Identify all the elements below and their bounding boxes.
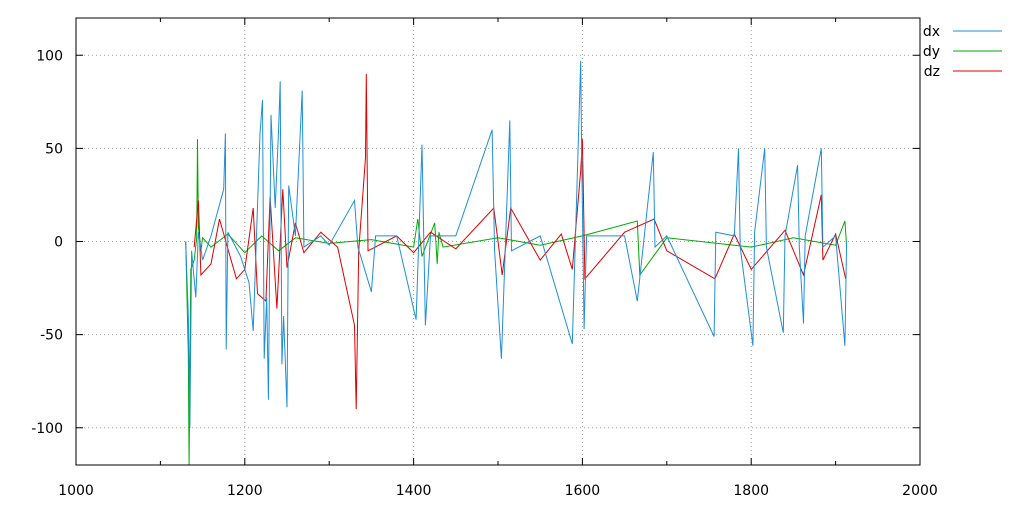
y-tick-label: 100 <box>36 48 63 64</box>
legend-label-dz: dz <box>924 64 940 80</box>
legend: dx dy dz <box>923 24 1002 80</box>
gridlines <box>76 18 920 465</box>
x-tick-label: 1800 <box>733 483 769 499</box>
series-layer <box>185 60 848 466</box>
y-tick-label: -50 <box>40 328 63 344</box>
x-tick-label: 1000 <box>58 483 94 499</box>
y-tick-label: 50 <box>45 141 63 157</box>
axis-ticks: 1000 1200 1400 1600 1800 2000 100 50 0 -50 -100 <box>31 18 938 499</box>
legend-label-dy: dy <box>923 44 940 60</box>
y-tick-label: 0 <box>54 235 63 251</box>
series-line-dx <box>185 60 848 428</box>
x-tick-label: 1400 <box>396 483 432 499</box>
x-tick-label: 1200 <box>227 483 263 499</box>
y-tick-label: -100 <box>31 421 63 437</box>
x-tick-label: 1600 <box>565 483 601 499</box>
legend-label-dx: dx <box>923 24 940 40</box>
series-line-dy <box>185 139 848 466</box>
x-tick-label: 2000 <box>902 483 938 499</box>
